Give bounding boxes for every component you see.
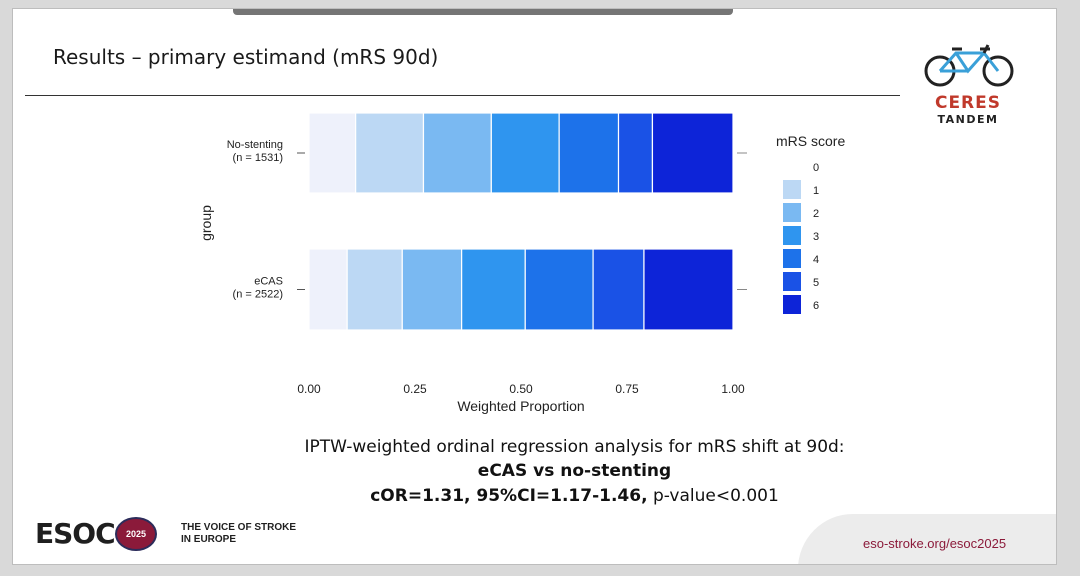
legend-label-mrs-0: 0 [813,162,819,174]
bar-segment-ecas-mrs-3 [461,248,526,331]
bar-segment-no-stenting-mrs-4 [558,112,620,194]
tagline-line-2: IN EUROPE [181,534,237,545]
slide: Results – primary estimand (mRS 90d) CER… [12,8,1057,565]
x-tick-label: 0.00 [297,382,321,396]
stacked-bar-chart: No-stenting(n = 1531) eCAS(n = 2522) 0.00 0… [198,112,845,414]
bar-segment-no-stenting-mrs-0 [308,112,357,194]
legend-swatch-mrs-6 [783,295,801,314]
x-tick-label: 0.50 [509,382,533,396]
esoc-logo-text: ESOC [35,517,116,550]
legend-label-mrs-1: 1 [813,185,819,197]
footer-result-line: cOR=1.31, 95%CI=1.17-1.46, p-value<0.001 [53,486,1056,506]
esoc-year-badge: 2025 [115,517,157,551]
tandem-word: TANDEM [937,113,999,126]
esoc-tagline: THE VOICE OF STROKE IN EUROPE [181,522,351,546]
bar-segment-ecas-mrs-0 [308,248,348,331]
y-tick-label: No-stenting [227,139,283,151]
tagline-line-1: THE VOICE OF STROKE [181,522,297,533]
legend-label-mrs-4: 4 [813,254,819,266]
footer-comparison-line: eCAS vs no-stenting [477,461,672,481]
url-tab [798,514,1056,564]
bar-segment-no-stenting-mrs-5 [617,112,654,194]
x-tick-label: 0.75 [615,382,639,396]
tandem-bicycle-icon [924,44,1014,87]
legend-swatch-mrs-5 [783,272,801,291]
ceres-word: CERES [934,93,1002,113]
y-axis-label: group [198,205,214,241]
footer-result-pvalue: p-value<0.001 [647,486,779,506]
top-strip [233,9,733,15]
footer-result-stats: cOR=1.31, 95%CI=1.17-1.46, [370,486,648,506]
bar-segment-ecas-mrs-6 [643,248,734,331]
legend-swatch-mrs-2 [783,203,801,222]
bar-segment-no-stenting-mrs-2 [422,112,492,194]
legend-title: mRS score [776,133,845,149]
bar-segment-no-stenting-mrs-6 [651,112,734,194]
esoc-logo: ESOC 2025 [35,514,175,554]
bar-segment-ecas-mrs-2 [401,248,463,331]
legend-swatch-mrs-3 [783,226,801,245]
bar-segment-ecas-mrs-5 [592,248,645,331]
legend-label-mrs-3: 3 [813,231,819,243]
ceres-tandem-logo: CERES TANDEM [918,39,1038,129]
bar-segment-no-stenting-mrs-1 [355,112,425,194]
bar-segment-ecas-mrs-4 [524,248,594,331]
legend-swatch-mrs-1 [783,180,801,199]
legend-label-mrs-6: 6 [813,300,819,312]
slide-title: Results – primary estimand (mRS 90d) [53,45,439,69]
y-tick-sublabel: (n = 2522) [233,289,283,301]
y-tick-label: eCAS [254,276,283,288]
legend-swatch-mrs-4 [783,249,801,268]
bar-segment-no-stenting-mrs-3 [490,112,560,194]
esoc-url: eso-stroke.org/esoc2025 [863,536,1007,551]
footer-analysis-line: IPTW-weighted ordinal regression analysi… [304,437,845,457]
legend-label-mrs-5: 5 [813,277,819,289]
legend-label-mrs-2: 2 [813,208,819,220]
bar-segment-ecas-mrs-1 [346,248,403,331]
x-tick-label: 1.00 [721,382,745,396]
y-tick-sublabel: (n = 1531) [233,152,283,164]
x-axis-label: Weighted Proportion [457,398,584,414]
title-divider [25,95,900,96]
x-tick-label: 0.25 [403,382,427,396]
